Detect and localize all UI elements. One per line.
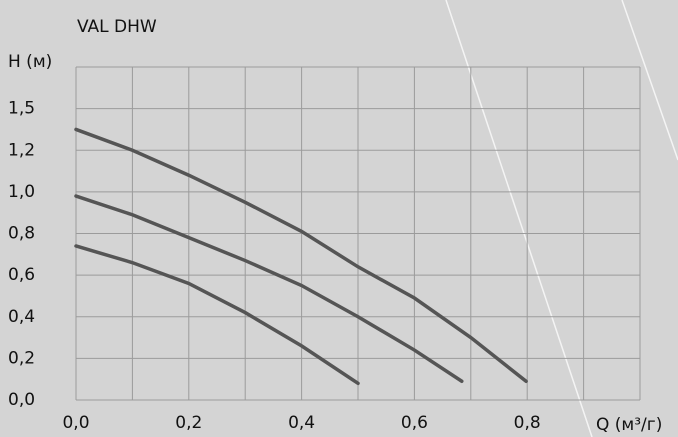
y-tick-label: 0,0 [8,390,35,410]
x-axis-label: Q (м³/г) [596,415,662,435]
y-tick-label: 1,5 [8,99,35,119]
decor-line [621,0,678,161]
curve [74,127,528,384]
chart-title: VAL DHW [77,17,157,37]
x-tick-label: 0,4 [288,413,315,433]
x-tick-label: 0,2 [175,413,202,433]
y-tick-label: 0,6 [8,265,35,285]
y-tick-label: 1,0 [8,182,35,202]
x-tick-label: 0,8 [514,413,541,433]
y-tick-label: 0,2 [8,348,35,368]
y-tick-label: 0,4 [8,307,35,327]
curve [74,194,464,384]
curve [74,244,360,386]
y-tick-label: 1,2 [8,140,35,160]
x-tick-label: 0,6 [401,413,428,433]
y-axis-label: H (м) [8,52,52,72]
x-tick-label: 0,0 [62,413,89,433]
y-tick-label: 0,8 [8,224,35,244]
